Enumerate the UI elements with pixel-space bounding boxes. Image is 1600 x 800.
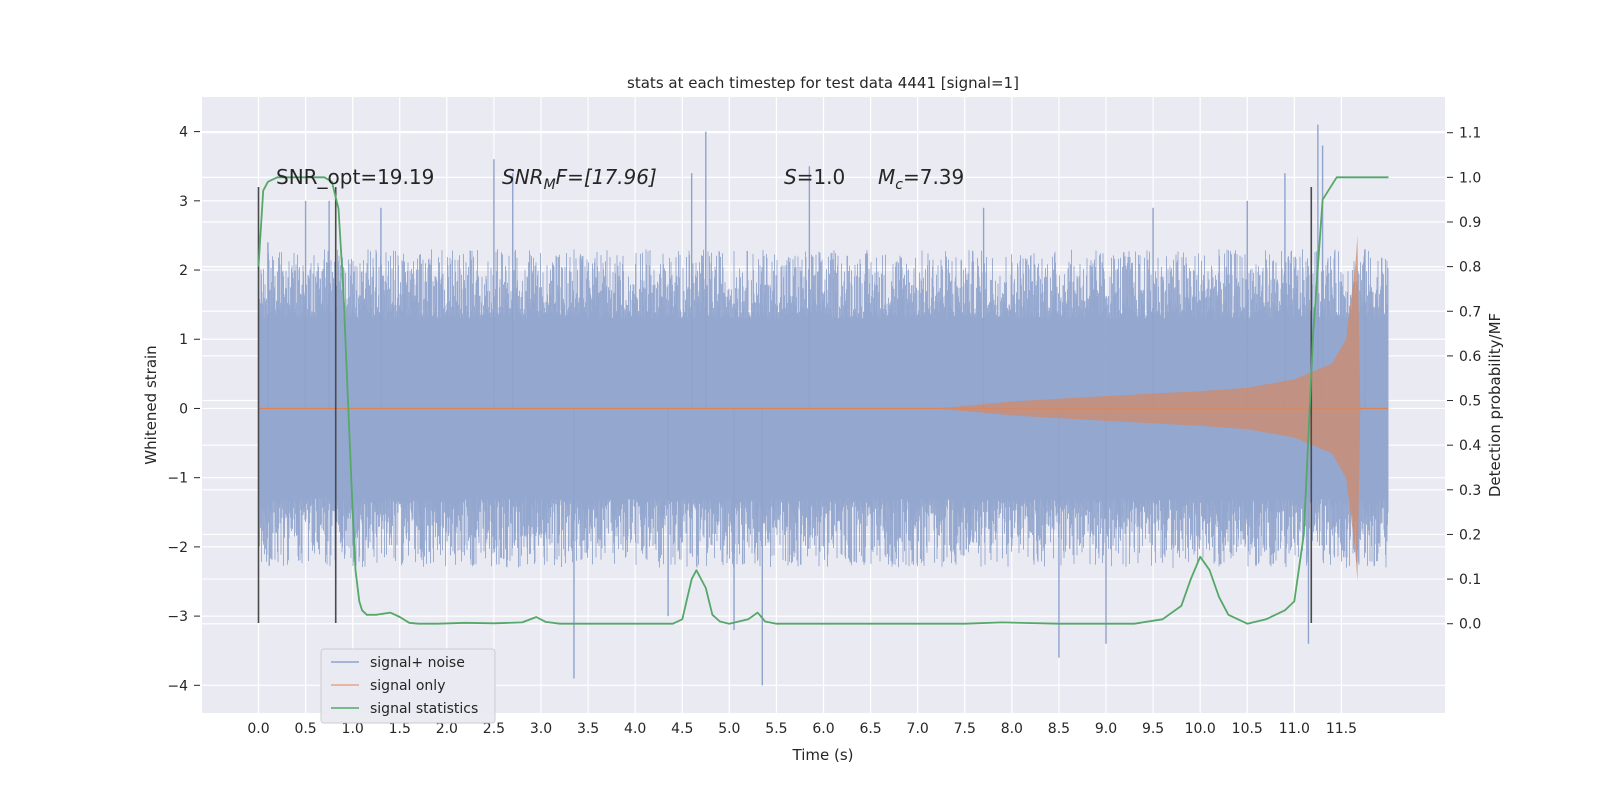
y2-tick-label: 0.3 [1459, 483, 1481, 499]
annotation-mc-subscript: c [895, 177, 903, 193]
y-tick-label: 1 [179, 332, 188, 348]
y2-tick-label: 0.8 [1459, 260, 1481, 276]
y2-tick-label: 0.2 [1459, 527, 1481, 543]
legend-label-signal-only: signal only [370, 678, 445, 694]
x-tick-label: 0.5 [294, 721, 316, 737]
y2-tick-label: 0.6 [1459, 349, 1481, 365]
x-tick-label: 11.5 [1326, 721, 1357, 737]
legend-label-signal-statistics: signal statistics [370, 701, 478, 717]
legend: signal+ noise signal only signal statist… [320, 648, 496, 724]
y2-tick-label: 0.4 [1459, 438, 1481, 454]
x-tick-label: 4.5 [671, 721, 693, 737]
y-tick-label: 4 [179, 125, 188, 141]
y2-tick-label: 0.1 [1459, 572, 1481, 588]
x-tick-label: 6.0 [812, 721, 834, 737]
legend-label-signal-noise: signal+ noise [370, 655, 465, 671]
x-tick-label: 5.5 [765, 721, 787, 737]
y-tick-label: −1 [167, 471, 188, 487]
x-axis-title: Time (s) [792, 746, 854, 764]
x-tick-label: 8.5 [1048, 721, 1070, 737]
x-tick-label: 5.0 [718, 721, 740, 737]
y2-tick-label: 0.5 [1459, 394, 1481, 410]
x-tick-label: 7.0 [907, 721, 929, 737]
y2-tick-label: 1.0 [1459, 170, 1481, 186]
y2-tick-label: 0.0 [1459, 617, 1481, 633]
annotation-snr-mf-subscript: M [544, 177, 556, 193]
y2-tick-labels: 1.1 1.0 0.9 0.8 0.7 0.6 0.5 0.4 0.3 0.2 0.1 0.0 [1447, 126, 1481, 633]
x-tick-label: 10.0 [1185, 721, 1216, 737]
x-tick-label: 3.5 [577, 721, 599, 737]
x-tick-label: 0.0 [247, 721, 269, 737]
y-tick-label: 3 [179, 194, 188, 210]
y-tick-label: 2 [179, 263, 188, 279]
x-tick-label: 10.5 [1232, 721, 1263, 737]
annotation-s-value: =1.0 [797, 165, 846, 189]
chart-title: stats at each timestep for test data 444… [627, 74, 1019, 92]
annotation-snr-mf-value: F=[17.96] [556, 165, 657, 189]
series-signal-statistics [257, 176, 1389, 625]
x-tick-label: 11.0 [1279, 721, 1310, 737]
annotation-s: S=1.0 [784, 165, 845, 189]
x-tick-label: 1.0 [342, 721, 364, 737]
x-tick-label: 1.5 [389, 721, 411, 737]
signal-chirp-envelope [936, 235, 1361, 582]
annotation-s-symbol: S [784, 165, 797, 189]
x-tick-label: 9.5 [1142, 721, 1164, 737]
y-tick-labels: 4 3 2 1 0 −1 −2 −3 −4 [167, 125, 200, 694]
annotation-snr-opt: SNR_opt=19.19 [276, 165, 434, 189]
x-tick-label: 4.0 [624, 721, 646, 737]
y-tick-label: −2 [167, 540, 188, 556]
x-tick-label: 6.5 [859, 721, 881, 737]
series-signal-only [258, 235, 1389, 582]
annotation-snr-mf: SNRMF=[17.96] [502, 165, 657, 193]
x-tick-label: 2.5 [483, 721, 505, 737]
annotation-mc-value: =7.39 [903, 165, 964, 189]
x-tick-label: 8.0 [1001, 721, 1023, 737]
x-tick-label: 2.0 [436, 721, 458, 737]
statistics-line [257, 176, 1389, 625]
legend-box [320, 648, 496, 724]
y-tick-label: 0 [179, 401, 188, 417]
x-tick-labels: 0.0 0.5 1.0 1.5 2.0 2.5 3.0 3.5 4.0 4.5 5.0 5.5 6.0 6… [247, 721, 1357, 737]
y2-tick-label: 0.7 [1459, 304, 1481, 320]
y2-tick-label: 1.1 [1459, 126, 1481, 142]
y2-axis-title: Detection probability/MF [1486, 313, 1504, 497]
annotation-mc: Mc=7.39 [878, 165, 964, 193]
x-tick-label: 3.0 [530, 721, 552, 737]
y-tick-label: −4 [167, 678, 188, 694]
annotation-snr-mf-symbol: SNR [502, 165, 544, 189]
y2-tick-label: 0.9 [1459, 215, 1481, 231]
x-tick-label: 7.5 [954, 721, 976, 737]
x-tick-label: 9.0 [1095, 721, 1117, 737]
annotation-mc-symbol: M [878, 165, 895, 189]
y-axis-title: Whitened strain [142, 345, 160, 464]
y-tick-label: −3 [167, 609, 188, 625]
